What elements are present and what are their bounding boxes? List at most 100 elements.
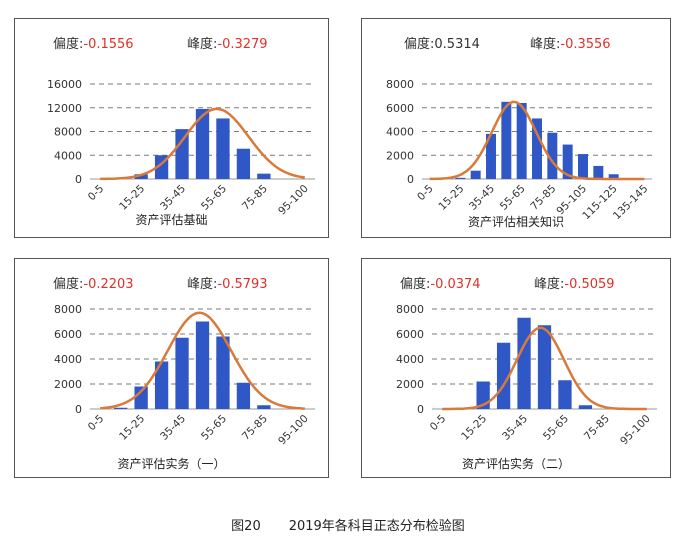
bar <box>195 321 210 409</box>
skew-value: -0.1556 <box>83 37 134 52</box>
y-tick-label: 8000 <box>54 126 82 139</box>
bar <box>578 154 588 179</box>
figure-number: 图20 <box>231 519 261 534</box>
chart-svg-3: 0 2000 4000 6000 8000 0-5 15-25 35-45 55-65 75-85… <box>54 303 315 448</box>
x-tick-label: 75-85 <box>240 183 270 213</box>
bar <box>134 386 148 409</box>
kurt-value: -0.5793 <box>217 277 268 292</box>
x-tick-label: 75-85 <box>240 413 270 443</box>
normal-fit-curve <box>100 107 305 181</box>
y-tick-label: 2000 <box>54 378 82 391</box>
bar <box>154 361 169 409</box>
y-tick-label: 0 <box>417 403 424 416</box>
chart-panel-4: 0 2000 4000 6000 8000 0-5 15-25 35-45 55-65 75-85… <box>361 258 671 478</box>
x-tick-label: 0-5 <box>415 183 436 204</box>
skew-stat: 偏度:-0.2203 <box>53 273 134 292</box>
skew-value: 0.5314 <box>434 37 480 52</box>
x-tick-label: 35-45 <box>158 183 188 213</box>
chart-title: 资产评估实务（二） <box>461 457 570 471</box>
x-tick-label: 55-65 <box>199 413 229 443</box>
figure-caption: 图20 2019年各科目正态分布检验图 <box>0 515 696 534</box>
y-tick-label: 12000 <box>47 102 82 115</box>
kurt-label: 峰度: <box>187 277 218 292</box>
kurt-stat: 峰度:-0.5793 <box>187 273 268 292</box>
skew-value: -0.0374 <box>430 277 481 292</box>
kurt-value: -0.3279 <box>217 37 268 52</box>
bar <box>134 174 148 179</box>
chart-title: 资产评估相关知识 <box>467 215 564 229</box>
bar <box>486 133 496 179</box>
y-tick-label: 6000 <box>396 328 424 341</box>
x-tick-label: 15-25 <box>436 183 466 213</box>
kurt-stat: 峰度:-0.5059 <box>534 273 615 292</box>
bar <box>195 108 210 179</box>
bar <box>236 382 251 409</box>
y-tick-label: 8000 <box>54 303 82 316</box>
x-tick-label: 35-45 <box>500 413 530 443</box>
x-tick-label: 35-45 <box>158 413 188 443</box>
bar <box>257 405 271 409</box>
bar <box>175 129 189 179</box>
bar <box>608 174 619 179</box>
y-tick-label: 16000 <box>47 78 82 91</box>
skew-stat: 偏度:-0.0374 <box>400 273 481 292</box>
bar <box>517 317 531 409</box>
bar <box>547 132 558 179</box>
kurt-label: 峰度: <box>187 37 218 52</box>
skew-label: 偏度: <box>400 277 431 292</box>
x-tick-label: 15-25 <box>117 183 147 213</box>
x-tick-label: 0-5 <box>428 413 449 434</box>
y-tick-label: 8000 <box>386 78 414 91</box>
x-tick-label: 55-65 <box>498 183 528 213</box>
y-tick-label: 8000 <box>396 303 424 316</box>
skew-label: 偏度: <box>53 277 84 292</box>
normal-fit-curve <box>442 326 647 411</box>
bar <box>593 165 604 179</box>
y-tick-label: 4000 <box>386 126 414 139</box>
y-tick-label: 6000 <box>54 328 82 341</box>
bar <box>216 118 230 179</box>
y-tick-label: 0 <box>75 173 82 186</box>
bar <box>501 101 512 179</box>
x-tick-label: 55-65 <box>199 183 229 213</box>
chart-panel-1: 0 4000 8000 12000 16000 0-5 15-25 35-45 55-65 75-… <box>14 18 329 238</box>
skew-stat: 偏度:-0.1556 <box>53 33 134 52</box>
skew-label: 偏度: <box>53 37 84 52</box>
chart-panel-2: 0 2000 4000 6000 8000 0-5 15-25 35-45 55-65 75-85… <box>361 18 671 238</box>
x-tick-label: 75-85 <box>582 413 612 443</box>
x-tick-label: 0-5 <box>86 413 107 434</box>
normal-fit-curve <box>100 311 305 410</box>
kurt-stat: 峰度:-0.3556 <box>530 33 611 52</box>
chart-svg-4: 0 2000 4000 6000 8000 0-5 15-25 35-45 55-65 75-85… <box>396 303 657 448</box>
y-tick-label: 0 <box>75 403 82 416</box>
y-tick-label: 0 <box>407 173 414 186</box>
x-tick-label: 95-100 <box>618 413 653 448</box>
x-tick-label: 35-45 <box>467 183 497 213</box>
bar <box>236 148 251 179</box>
kurt-stat: 峰度:-0.3279 <box>187 33 268 52</box>
chart-panel-3: 0 2000 4000 6000 8000 0-5 15-25 35-45 55-65 75-85… <box>14 258 329 478</box>
x-tick-label: 15-25 <box>117 413 147 443</box>
bar <box>532 118 542 179</box>
bar <box>537 325 552 409</box>
x-tick-label: 0-5 <box>86 183 107 204</box>
normal-fit-curve <box>429 100 645 181</box>
x-tick-label: 95-100 <box>276 413 311 448</box>
y-tick-label: 4000 <box>54 149 82 162</box>
y-tick-label: 2000 <box>396 378 424 391</box>
kurt-value: -0.5059 <box>564 277 615 292</box>
skew-value: -0.2203 <box>83 277 134 292</box>
x-tick-label: 15-25 <box>459 413 489 443</box>
bar <box>516 103 527 179</box>
bar <box>470 170 481 179</box>
y-tick-label: 4000 <box>54 353 82 366</box>
y-tick-label: 2000 <box>386 149 414 162</box>
bar <box>114 407 128 409</box>
chart-title: 资产评估基础 <box>135 213 208 227</box>
kurt-value: -0.3556 <box>560 37 611 52</box>
bar <box>216 336 230 409</box>
x-tick-label: 55-65 <box>541 413 571 443</box>
figure-caption-text: 2019年各科目正态分布检验图 <box>288 519 465 534</box>
chart-title: 资产评估实务（一） <box>117 457 226 471</box>
